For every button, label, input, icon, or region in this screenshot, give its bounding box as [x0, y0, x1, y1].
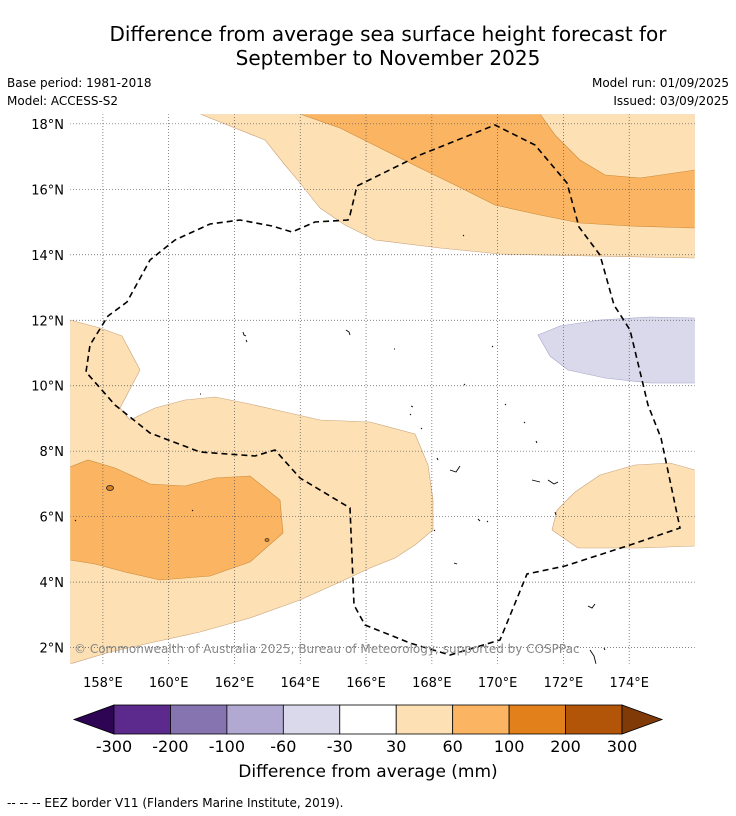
colorbar-tick-label: 100 — [493, 737, 525, 756]
model-run: Model run: 01/09/2025 — [591, 76, 729, 90]
colorbar-tick-label: -200 — [152, 737, 189, 756]
colorbar-tick-label: -30 — [326, 737, 353, 756]
colorbar-title: Difference from average (mm) — [238, 762, 498, 782]
colorbar-segment — [452, 704, 510, 735]
y-tick-label: 8°N — [40, 445, 65, 460]
anomaly-negative-east — [537, 316, 695, 384]
colorbar-extend-high — [621, 704, 664, 735]
model-name: Model: ACCESS-S2 — [7, 94, 119, 108]
y-tick-label: 18°N — [31, 118, 64, 133]
x-tick-labels: 158°E 160°E 162°E 164°E 166°E 168°E 170°E 172°E… — [83, 676, 649, 691]
colorbar-tick-label: -100 — [208, 737, 246, 756]
y-tick-label: 14°N — [31, 249, 64, 264]
x-tick-label: 174°E — [609, 676, 649, 691]
x-tick-label: 164°E — [280, 676, 320, 691]
contour-islet-2 — [264, 538, 270, 542]
anomaly-30-60-north — [199, 114, 695, 259]
y-tick-label: 12°N — [31, 314, 64, 329]
chart-title: Difference from average sea surface heig… — [20, 22, 736, 70]
y-tick-label: 2°N — [40, 642, 65, 657]
colorbar-segment — [565, 704, 623, 735]
colorbar-tick-label: 200 — [550, 737, 581, 756]
contour-islet-1 — [106, 485, 114, 491]
map-gridlines — [70, 114, 695, 664]
y-tick-label: 4°N — [40, 576, 65, 591]
x-tick-label: 160°E — [149, 676, 189, 691]
copyright-notice: © Commonwealth of Australia 2025, Bureau… — [74, 642, 580, 656]
anomaly-60-100-west — [70, 459, 284, 581]
x-tick-label: 168°E — [412, 676, 452, 691]
colorbar-segment — [339, 704, 397, 735]
eez-footnote: -- -- -- EEZ border V11 (Flanders Marine… — [7, 796, 344, 810]
colorbar-tick-label: -300 — [95, 737, 133, 756]
colorbar-segment — [226, 704, 284, 735]
plot-frame — [69, 113, 696, 665]
x-tick-label: 162°E — [215, 676, 255, 691]
colorbar-tick-label: 300 — [606, 737, 638, 756]
x-tick-label: 166°E — [346, 676, 386, 691]
meta-right: Model run: 01/09/2025 Issued: 03/09/2025 — [592, 74, 729, 110]
title-line-2: September to November 2025 — [235, 46, 541, 70]
anomaly-30-60-east — [551, 462, 695, 549]
issued-date: Issued: 03/09/2025 — [613, 94, 729, 108]
x-tick-label: 158°E — [83, 676, 123, 691]
y-tick-label: 10°N — [31, 380, 64, 395]
y-tick-label: 6°N — [40, 511, 65, 526]
y-tick-labels: 2°N 4°N 6°N 8°N 10°N 12°N 14°N 16°N 18°N — [31, 118, 64, 657]
colorbar-extend-low — [72, 704, 115, 735]
base-period: Base period: 1981-2018 — [7, 76, 152, 90]
colorbar-segment — [113, 704, 171, 735]
colorbar-segment — [282, 704, 341, 735]
island-specks — [74, 234, 606, 665]
x-tick-label: 170°E — [478, 676, 518, 691]
colorbar-segment — [395, 704, 454, 735]
colorbar-segment — [508, 704, 566, 735]
x-tick-label: 172°E — [544, 676, 584, 691]
colorbar-tick-label: 30 — [386, 737, 407, 756]
colorbar — [72, 704, 664, 735]
y-tick-label: 16°N — [31, 183, 64, 198]
title-line-1: Difference from average sea surface heig… — [109, 22, 667, 46]
colorbar-tick-label: -60 — [270, 737, 297, 756]
meta-left: Base period: 1981-2018 Model: ACCESS-S2 — [7, 74, 152, 110]
colorbar-tick-label: 60 — [442, 737, 463, 756]
eez-border — [85, 124, 681, 656]
colorbar-segment — [170, 704, 228, 735]
map-plot-area — [70, 114, 695, 664]
